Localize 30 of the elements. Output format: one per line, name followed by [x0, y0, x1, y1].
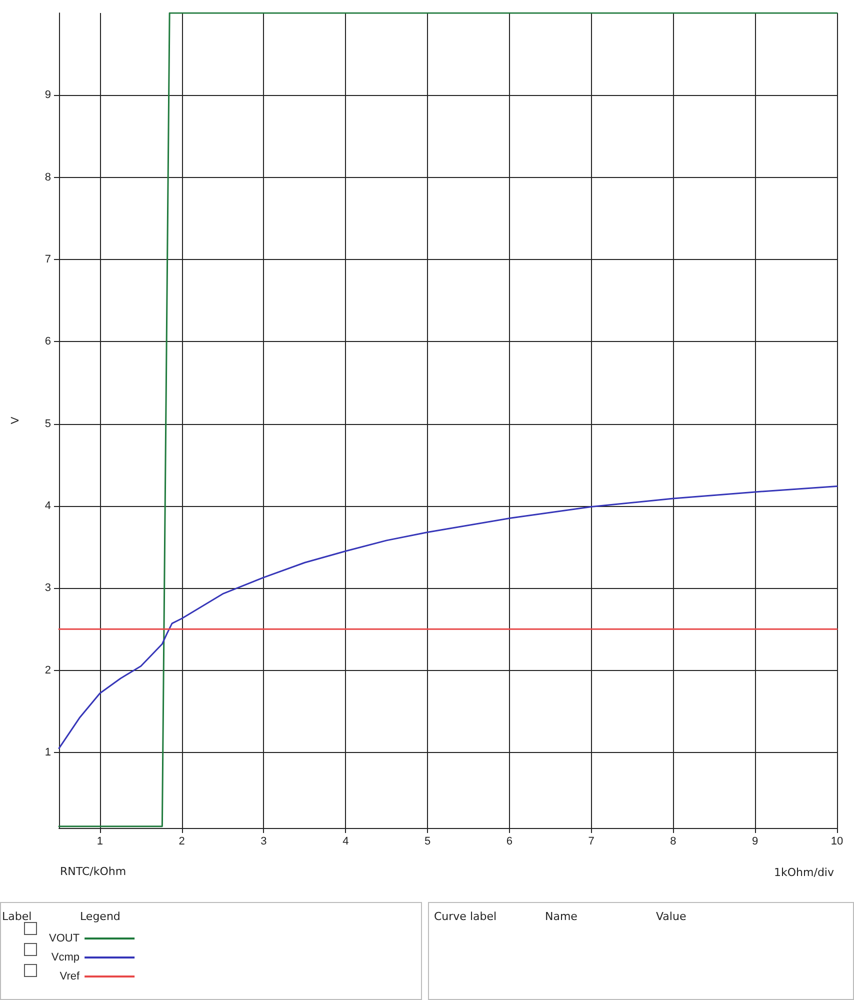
text: Legend [80, 910, 120, 923]
y-tick-label: 2 [44, 664, 51, 676]
y-tick-label: 3 [44, 582, 51, 594]
text: 1kOhm/div [774, 866, 834, 879]
x-axis-title: RNTC/kOhm [60, 865, 126, 878]
y-tick-label: 8 [44, 171, 51, 184]
x-tick-label: 5 [424, 836, 431, 848]
y-tick-label: 6 [44, 336, 51, 348]
x-tick-label: 10 [830, 836, 844, 848]
x-tick-label: 7 [588, 836, 594, 848]
x-tick-label: 1 [96, 836, 104, 848]
x-tick-label: 4 [342, 836, 349, 848]
y-tick-label: 1 [44, 746, 51, 758]
x-tick-label: 6 [506, 836, 512, 848]
y-tick-label: 4 [44, 500, 51, 512]
y-tick-label: 5 [44, 418, 51, 430]
x-tick-label: 3 [260, 836, 267, 848]
legend-label: VOUT [48, 932, 80, 944]
y-tick-label: 7 [44, 253, 51, 266]
text: Name [545, 910, 578, 923]
legend-label: Vcmp [51, 952, 80, 964]
text: Value [656, 910, 686, 923]
legend-label: Vref [60, 970, 80, 982]
x-tick-label: 8 [670, 836, 676, 848]
y-axis-title: V [10, 416, 22, 424]
y-tick-label: 9 [44, 89, 51, 102]
text: Label [2, 910, 32, 923]
x-tick-label: 9 [752, 836, 758, 848]
text: Curve label [434, 910, 497, 923]
x-tick-label: 2 [178, 836, 185, 848]
